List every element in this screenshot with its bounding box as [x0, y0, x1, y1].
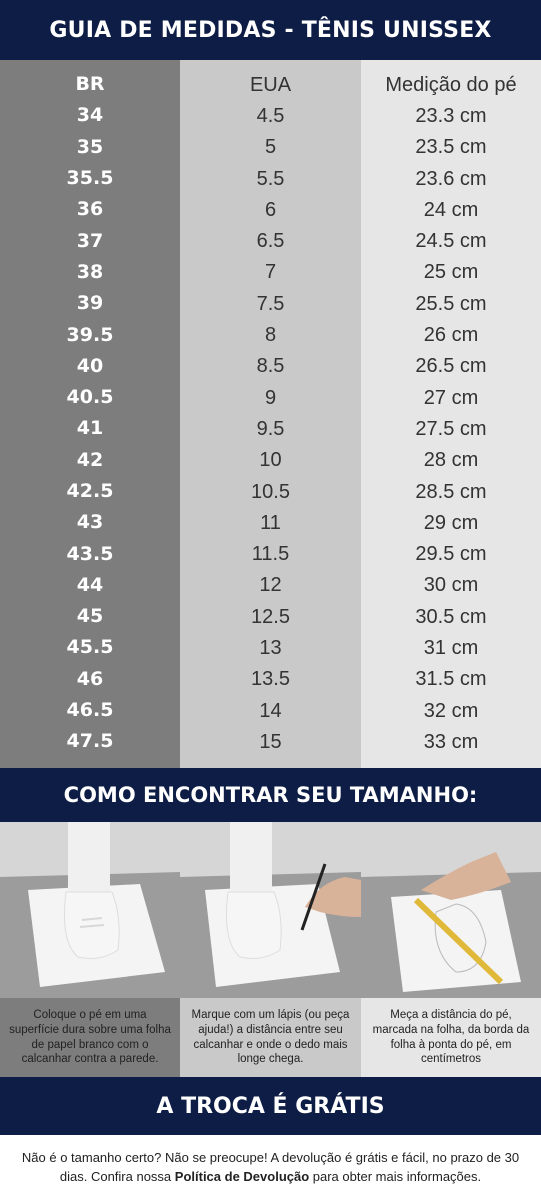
step-1-photo: [0, 822, 180, 998]
cell-br: 40.5: [66, 386, 114, 409]
cell-medicao: 23.5 cm: [415, 136, 487, 159]
step-1: Coloque o pé em uma superfície dura sobr…: [0, 822, 180, 1077]
column-br: BR 34 35 35.5 36 37 38 39 39.5 40 40.5 41 42 42.5 43 43…: [0, 60, 180, 768]
step-3-caption: Meça a distância do pé, marcada na folha…: [361, 998, 541, 1077]
cell-medicao: 25.5 cm: [415, 292, 487, 315]
cell-br: 40: [76, 354, 104, 377]
cell-medicao: 24 cm: [423, 198, 479, 221]
exchange-title: A TROCA É GRÁTIS: [0, 1077, 541, 1135]
step-3: Meça a distância do pé, marcada na folha…: [361, 822, 541, 1077]
cell-medicao: 29 cm: [423, 511, 479, 534]
cell-br: 35: [76, 135, 104, 158]
cell-medicao: 28 cm: [423, 449, 479, 472]
cell-eua: 13: [259, 636, 282, 659]
cell-eua: 11.5: [251, 543, 290, 566]
how-to-title: COMO ENCONTRAR SEU TAMANHO:: [0, 768, 541, 822]
page-title: GUIA DE MEDIDAS - TÊNIS UNISSEX: [0, 0, 541, 60]
cell-br: 37: [76, 229, 104, 252]
cell-eua: 7.5: [256, 292, 285, 315]
exchange-paragraph: Não é o tamanho certo? Não se preocupe! …: [18, 1149, 523, 1187]
cell-eua: 9: [264, 386, 277, 409]
header-medicao: Medição do pé: [385, 73, 517, 96]
cell-eua: 5.5: [256, 167, 285, 190]
cell-medicao: 31 cm: [423, 636, 479, 659]
cell-medicao: 32 cm: [423, 699, 479, 722]
cell-br: 46: [76, 667, 104, 690]
cell-eua: 4.5: [256, 104, 285, 127]
header-br: BR: [75, 73, 105, 96]
cell-br: 42: [76, 448, 104, 471]
step-2-photo: [180, 822, 361, 998]
cell-medicao: 30.5 cm: [415, 605, 487, 628]
cell-medicao: 30 cm: [423, 574, 479, 597]
exchange-text-after: para obter mais informações.: [309, 1168, 482, 1184]
cell-medicao: 23.3 cm: [415, 104, 487, 127]
cell-br: 45.5: [66, 636, 114, 659]
cell-eua: 8: [264, 324, 277, 347]
cell-br: 38: [76, 260, 104, 283]
cell-br: 35.5: [66, 167, 114, 190]
size-table: BR 34 35 35.5 36 37 38 39 39.5 40 40.5 41 42 42.5 43 43…: [0, 60, 541, 768]
cell-medicao: 23.6 cm: [415, 167, 487, 190]
cell-eua: 14: [259, 699, 282, 722]
cell-br: 44: [76, 573, 104, 596]
cell-br: 39.5: [66, 323, 114, 346]
cell-eua: 8.5: [256, 355, 285, 378]
cell-eua: 11: [260, 511, 281, 534]
cell-br: 34: [76, 104, 104, 127]
cell-br: 41: [76, 417, 104, 440]
step-2-caption: Marque com um lápis (ou peça ajuda!) a d…: [180, 998, 361, 1077]
step-2: Marque com um lápis (ou peça ajuda!) a d…: [180, 822, 361, 1077]
cell-eua: 5: [264, 136, 277, 159]
cell-br: 45: [76, 605, 104, 628]
cell-br: 43: [76, 511, 104, 534]
cell-br: 47.5: [66, 730, 114, 753]
cell-medicao: 24.5 cm: [415, 230, 487, 253]
cell-medicao: 29.5 cm: [415, 543, 487, 566]
cell-br: 42.5: [66, 480, 114, 502]
cell-eua: 12: [259, 574, 282, 597]
cell-br: 39: [76, 292, 104, 315]
how-to-steps: Coloque o pé em uma superfície dura sobr…: [0, 822, 541, 1077]
cell-medicao: 31.5 cm: [415, 668, 487, 691]
cell-eua: 9.5: [256, 417, 285, 440]
cell-br: 36: [76, 198, 104, 221]
column-medicao: Medição do pé 23.3 cm 23.5 cm 23.6 cm 24 cm 2…: [361, 60, 541, 768]
cell-medicao: 33 cm: [423, 730, 479, 753]
exchange-text: Não é o tamanho certo? Não se preocupe! …: [0, 1135, 541, 1200]
cell-eua: 15: [259, 730, 282, 753]
cell-eua: 12.5: [251, 605, 290, 628]
cell-br: 46.5: [66, 699, 114, 722]
cell-eua: 10.5: [251, 480, 290, 503]
step-1-caption: Coloque o pé em uma superfície dura sobr…: [0, 998, 180, 1077]
cell-medicao: 27.5 cm: [415, 417, 487, 440]
cell-medicao: 28.5 cm: [415, 480, 487, 503]
cell-medicao: 27 cm: [423, 386, 479, 409]
cell-br: 43.5: [66, 542, 114, 565]
return-policy-link[interactable]: Política de Devolução: [174, 1168, 310, 1184]
cell-eua: 6.5: [256, 230, 285, 253]
cell-medicao: 25 cm: [423, 261, 479, 284]
header-eua: EUA: [249, 73, 292, 96]
cell-medicao: 26.5 cm: [415, 355, 487, 378]
cell-medicao: 26 cm: [423, 324, 479, 347]
exchange-text-before: Não é o tamanho certo? Não se preocupe! …: [21, 1149, 520, 1184]
cell-eua: 10: [259, 449, 282, 472]
cell-eua: 6: [264, 198, 277, 221]
column-eua: EUA 4.5 5 5.5 6 6.5 7 7.5 8 8.5 9 9.5 10 10.5 11 11.5 12…: [180, 60, 361, 768]
step-3-photo: [361, 822, 541, 998]
cell-eua: 7: [264, 261, 277, 284]
cell-eua: 13.5: [251, 668, 290, 691]
